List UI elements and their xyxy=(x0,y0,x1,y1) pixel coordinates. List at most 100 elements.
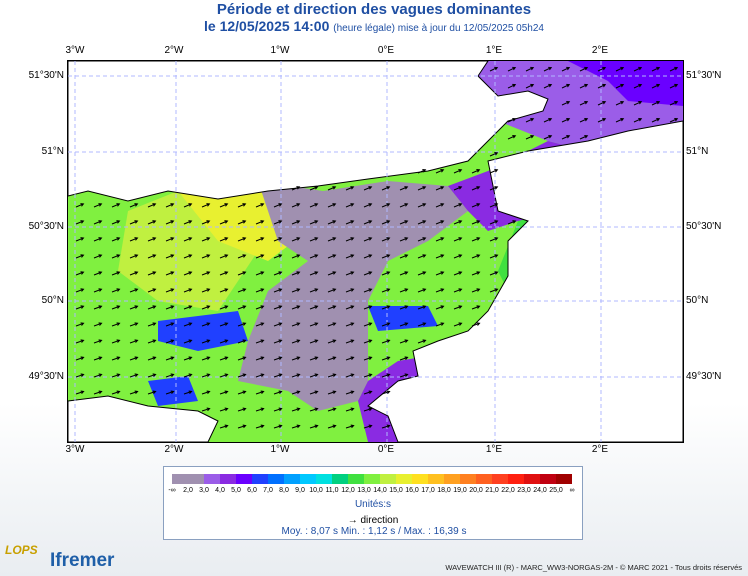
direction-arrow xyxy=(399,254,409,259)
direction-arrow xyxy=(273,356,283,361)
direction-arrow xyxy=(309,407,319,412)
direction-arrow xyxy=(669,100,679,106)
direction-arrow xyxy=(417,186,427,191)
direction-arrow xyxy=(93,288,103,293)
color-bar-label: 11,0 xyxy=(325,487,339,494)
direction-arrow xyxy=(615,117,625,123)
direction-arrow xyxy=(345,254,355,259)
direction-arrow xyxy=(345,339,355,344)
direction-arrow xyxy=(363,322,373,327)
direction-arrow xyxy=(201,322,211,327)
direction-arrow xyxy=(201,305,211,310)
direction-arrow xyxy=(165,390,175,395)
direction-arrow xyxy=(291,220,301,225)
direction-arrow xyxy=(309,305,319,310)
direction-arrow xyxy=(255,305,265,310)
direction-arrow xyxy=(507,117,517,123)
lon-tick-bottom: 1°E xyxy=(485,444,503,455)
direction-arrow xyxy=(435,288,445,293)
direction-arrow xyxy=(525,135,535,140)
lat-tick-right: 51°N xyxy=(686,146,709,157)
direction-arrow xyxy=(381,339,391,344)
direction-arrow xyxy=(507,135,517,140)
direction-arrow xyxy=(93,271,103,276)
color-bar-label: 5,0 xyxy=(231,487,241,494)
direction-arrow xyxy=(255,288,265,293)
direction-arrow xyxy=(345,237,355,242)
direction-arrow xyxy=(435,305,445,310)
direction-arrow xyxy=(327,220,337,225)
direction-arrow xyxy=(363,339,373,344)
direction-arrow xyxy=(183,271,193,276)
direction-arrow xyxy=(489,152,499,157)
direction-arrow xyxy=(129,288,139,293)
direction-arrow xyxy=(363,220,373,225)
direction-label: direction xyxy=(360,515,399,526)
direction-arrow xyxy=(327,186,337,191)
color-bar-swatch xyxy=(332,474,348,484)
direction-arrow xyxy=(471,271,481,276)
direction-arrow xyxy=(111,390,121,395)
direction-arrow xyxy=(129,220,139,225)
direction-arrow xyxy=(93,322,103,327)
direction-arrow xyxy=(597,66,607,72)
color-bar-swatch xyxy=(444,474,460,484)
direction-arrow xyxy=(561,66,571,72)
direction-arrow xyxy=(489,203,499,208)
direction-arrow xyxy=(165,203,175,208)
direction-arrow xyxy=(219,373,229,378)
direction-arrow xyxy=(471,288,481,293)
direction-arrow xyxy=(417,220,427,225)
color-bar-label: 17,0 xyxy=(421,487,435,494)
direction-arrow xyxy=(417,203,427,208)
direction-arrow xyxy=(633,83,643,89)
direction-arrow xyxy=(129,356,139,361)
direction-arrow xyxy=(183,203,193,208)
direction-arrow xyxy=(381,305,391,310)
lat-tick-left: 50°30'N xyxy=(28,221,64,232)
direction-arrow xyxy=(597,83,607,89)
direction-arrow xyxy=(327,288,337,293)
direction-arrow xyxy=(453,322,463,327)
direction-arrow xyxy=(381,356,391,361)
color-bar-swatch xyxy=(460,474,476,484)
direction-arrow xyxy=(237,288,247,293)
color-bar-swatch xyxy=(396,474,412,484)
color-bar-label: 22,0 xyxy=(501,487,515,494)
direction-arrow xyxy=(327,203,337,208)
direction-arrow xyxy=(327,322,337,327)
direction-arrow xyxy=(543,83,553,89)
direction-arrow xyxy=(399,305,409,310)
land-england xyxy=(68,61,549,202)
direction-arrow xyxy=(273,424,283,429)
direction-arrow xyxy=(453,186,463,191)
direction-arrow xyxy=(561,100,571,106)
forecast-date: le 12/05/2025 14:00 xyxy=(204,18,330,34)
ifremer-logo: Ifremer xyxy=(50,550,115,571)
direction-arrow xyxy=(525,66,535,72)
direction-arrow xyxy=(345,288,355,293)
direction-arrow xyxy=(435,220,445,225)
direction-arrow xyxy=(255,237,265,242)
direction-arrow xyxy=(147,322,157,327)
direction-arrow xyxy=(255,203,265,208)
direction-arrow xyxy=(273,220,283,225)
direction-arrow xyxy=(435,203,445,208)
direction-arrow xyxy=(219,339,229,344)
direction-arrow xyxy=(111,322,121,327)
direction-arrow xyxy=(327,356,337,361)
direction-arrow xyxy=(471,203,481,208)
direction-arrow xyxy=(489,220,499,225)
direction-arrow xyxy=(453,254,463,259)
direction-arrow xyxy=(255,390,265,395)
update-note: (heure légale) mise à jour du 12/05/2025… xyxy=(333,23,544,34)
color-bar-label: 24,0 xyxy=(533,487,547,494)
map-panel[interactable] xyxy=(67,60,684,443)
direction-arrow xyxy=(651,83,661,89)
direction-arrow xyxy=(201,390,211,395)
direction-arrow xyxy=(111,373,121,378)
lops-logo: LOPS xyxy=(5,543,38,557)
arrow-icon: → xyxy=(347,515,358,526)
color-bar-swatch xyxy=(364,474,380,484)
direction-arrow xyxy=(363,390,373,395)
